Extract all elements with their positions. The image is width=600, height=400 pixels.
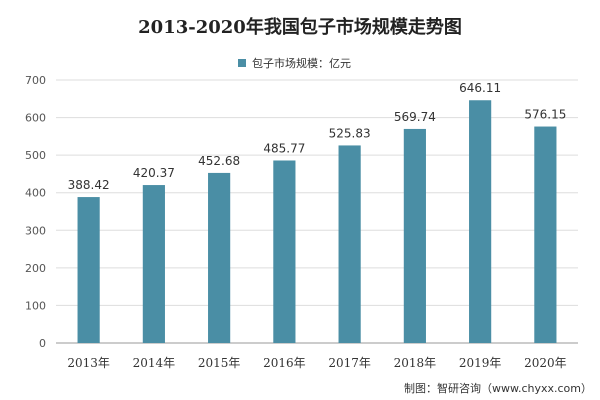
x-axis: 2013年 2014年 2015年 2016年 2017年 2018年 2019年 2020年 xyxy=(67,356,566,370)
bar xyxy=(403,128,426,343)
bar xyxy=(534,126,557,343)
x-tick-label: 2014年 xyxy=(133,356,176,370)
source-note: 制图：智研咨询（www.chyxx.com） xyxy=(404,381,592,395)
x-tick-label: 2016年 xyxy=(263,356,306,370)
data-label: 485.77 xyxy=(263,141,305,155)
y-tick-label: 0 xyxy=(39,337,46,350)
y-axis: 0 100 200 300 400 500 600 700 xyxy=(25,74,46,350)
data-label: 569.74 xyxy=(394,110,436,124)
data-label: 420.37 xyxy=(133,166,175,180)
x-tick-label: 2019年 xyxy=(459,356,502,370)
y-tick-label: 300 xyxy=(25,224,46,237)
legend: 包子市场规模：亿元 xyxy=(238,56,351,70)
bar xyxy=(142,185,165,343)
data-label: 388.42 xyxy=(68,178,110,192)
x-tick-label: 2018年 xyxy=(394,356,437,370)
x-tick-label: 2013年 xyxy=(67,356,110,370)
gridlines xyxy=(56,79,578,344)
legend-label: 包子市场规模：亿元 xyxy=(252,56,351,70)
data-label: 576.15 xyxy=(524,108,566,122)
data-label: 646.11 xyxy=(459,81,501,95)
bar xyxy=(273,160,296,343)
data-label: 452.68 xyxy=(198,154,240,168)
legend-swatch xyxy=(238,59,246,67)
x-tick-label: 2020年 xyxy=(524,356,567,370)
y-tick-label: 200 xyxy=(25,262,46,275)
y-tick-label: 400 xyxy=(25,187,46,200)
y-tick-label: 100 xyxy=(25,299,46,312)
bar xyxy=(338,145,361,343)
y-tick-label: 500 xyxy=(25,149,46,162)
data-label: 525.83 xyxy=(329,126,371,140)
bar xyxy=(77,197,100,343)
y-tick-label: 600 xyxy=(25,112,46,125)
bar xyxy=(208,172,231,343)
bar xyxy=(469,100,492,343)
x-tick-label: 2017年 xyxy=(328,356,371,370)
chart-title: 2013-2020年我国包子市场规模走势图 xyxy=(138,16,462,38)
y-tick-label: 700 xyxy=(25,74,46,87)
bars: 388.42 420.37 452.68 485.77 525.83 569.74 646.… xyxy=(68,81,566,343)
x-tick-label: 2015年 xyxy=(198,356,241,370)
